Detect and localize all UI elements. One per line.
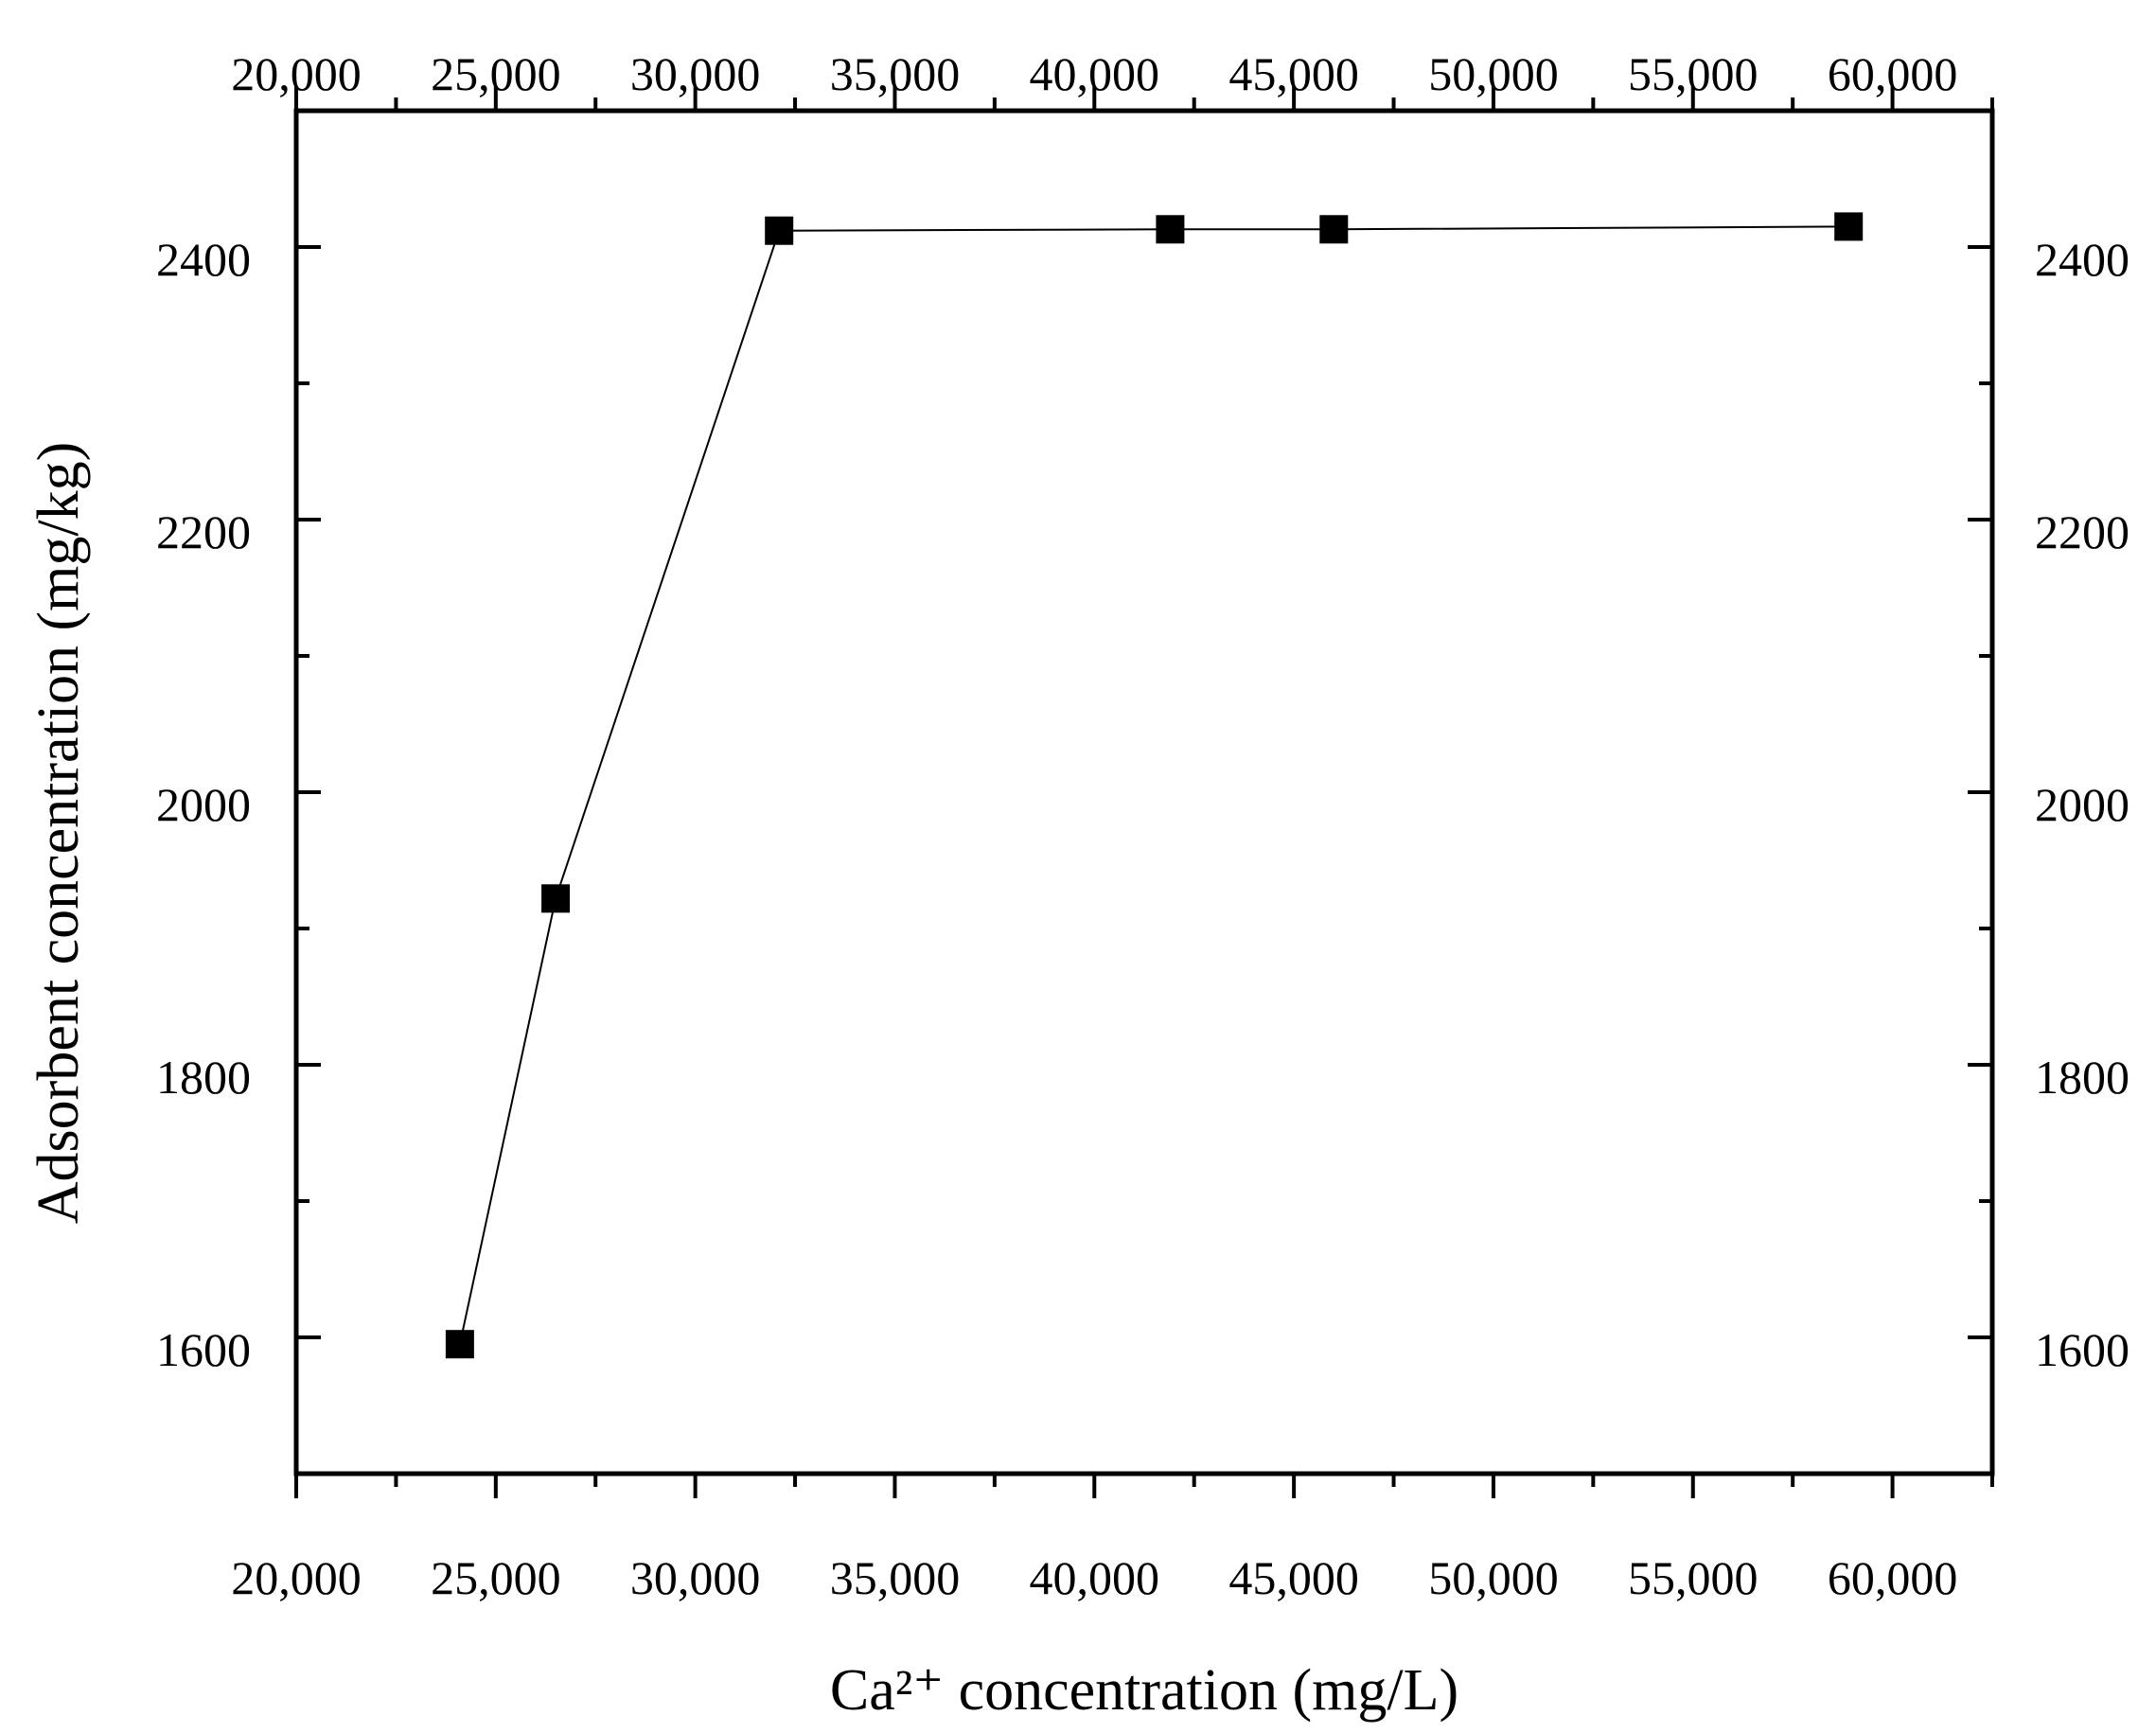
axis-ticks (294, 86, 1994, 1498)
series-line (458, 225, 1849, 1345)
y-tick-label: 1800 (156, 1051, 251, 1104)
x-tick-label: 30,000 (630, 1551, 761, 1604)
axis-tick-labels: 20,000 20,000 25,000 25,000 30,000 30,000 35,0… (156, 47, 2129, 1604)
x-top-tick-label: 40,000 (1030, 47, 1160, 100)
data-point-marker (765, 216, 794, 245)
x-top-tick-label: 45,000 (1228, 47, 1359, 100)
data-point-marker (445, 1330, 474, 1359)
x-tick-label: 60,000 (1828, 1551, 1958, 1604)
data-point-marker (1156, 215, 1185, 244)
x-tick-label: 55,000 (1628, 1551, 1758, 1604)
x-axis-title: Ca²⁺ concentration (mg/L) (830, 1658, 1458, 1723)
x-tick-label: 25,000 (431, 1551, 561, 1604)
x-top-tick-label: 60,000 (1828, 47, 1958, 100)
y-right-tick-label: 2200 (2035, 505, 2129, 558)
data-series (445, 212, 1864, 1359)
y-tick-label: 2000 (156, 778, 251, 831)
y-right-tick-label: 1600 (2035, 1323, 2129, 1376)
y-right-tick-label: 2000 (2035, 778, 2129, 831)
y-tick-label: 2400 (156, 233, 251, 286)
x-top-tick-label: 50,000 (1428, 47, 1559, 100)
x-tick-label: 35,000 (830, 1551, 961, 1604)
x-top-tick-label: 20,000 (231, 47, 362, 100)
x-tick-label: 20,000 (231, 1551, 362, 1604)
x-top-tick-label: 25,000 (431, 47, 561, 100)
x-tick-label: 45,000 (1228, 1551, 1359, 1604)
plot-frame (293, 108, 1995, 1477)
y-right-tick-label: 1800 (2035, 1051, 2129, 1104)
x-top-tick-label: 55,000 (1628, 47, 1758, 100)
x-tick-label: 50,000 (1428, 1551, 1559, 1604)
x-top-tick-label: 35,000 (830, 47, 961, 100)
x-tick-label: 40,000 (1030, 1551, 1160, 1604)
y-tick-label: 1600 (156, 1323, 251, 1376)
y-axis-title: Adsorbent concentration (mg/kg) (27, 442, 91, 1224)
data-point-marker (541, 884, 571, 913)
data-point-marker (1319, 215, 1349, 244)
data-point-marker (1834, 212, 1864, 241)
y-right-tick-label: 2400 (2035, 233, 2129, 286)
x-top-tick-label: 30,000 (630, 47, 761, 100)
y-tick-label: 2200 (156, 505, 251, 558)
